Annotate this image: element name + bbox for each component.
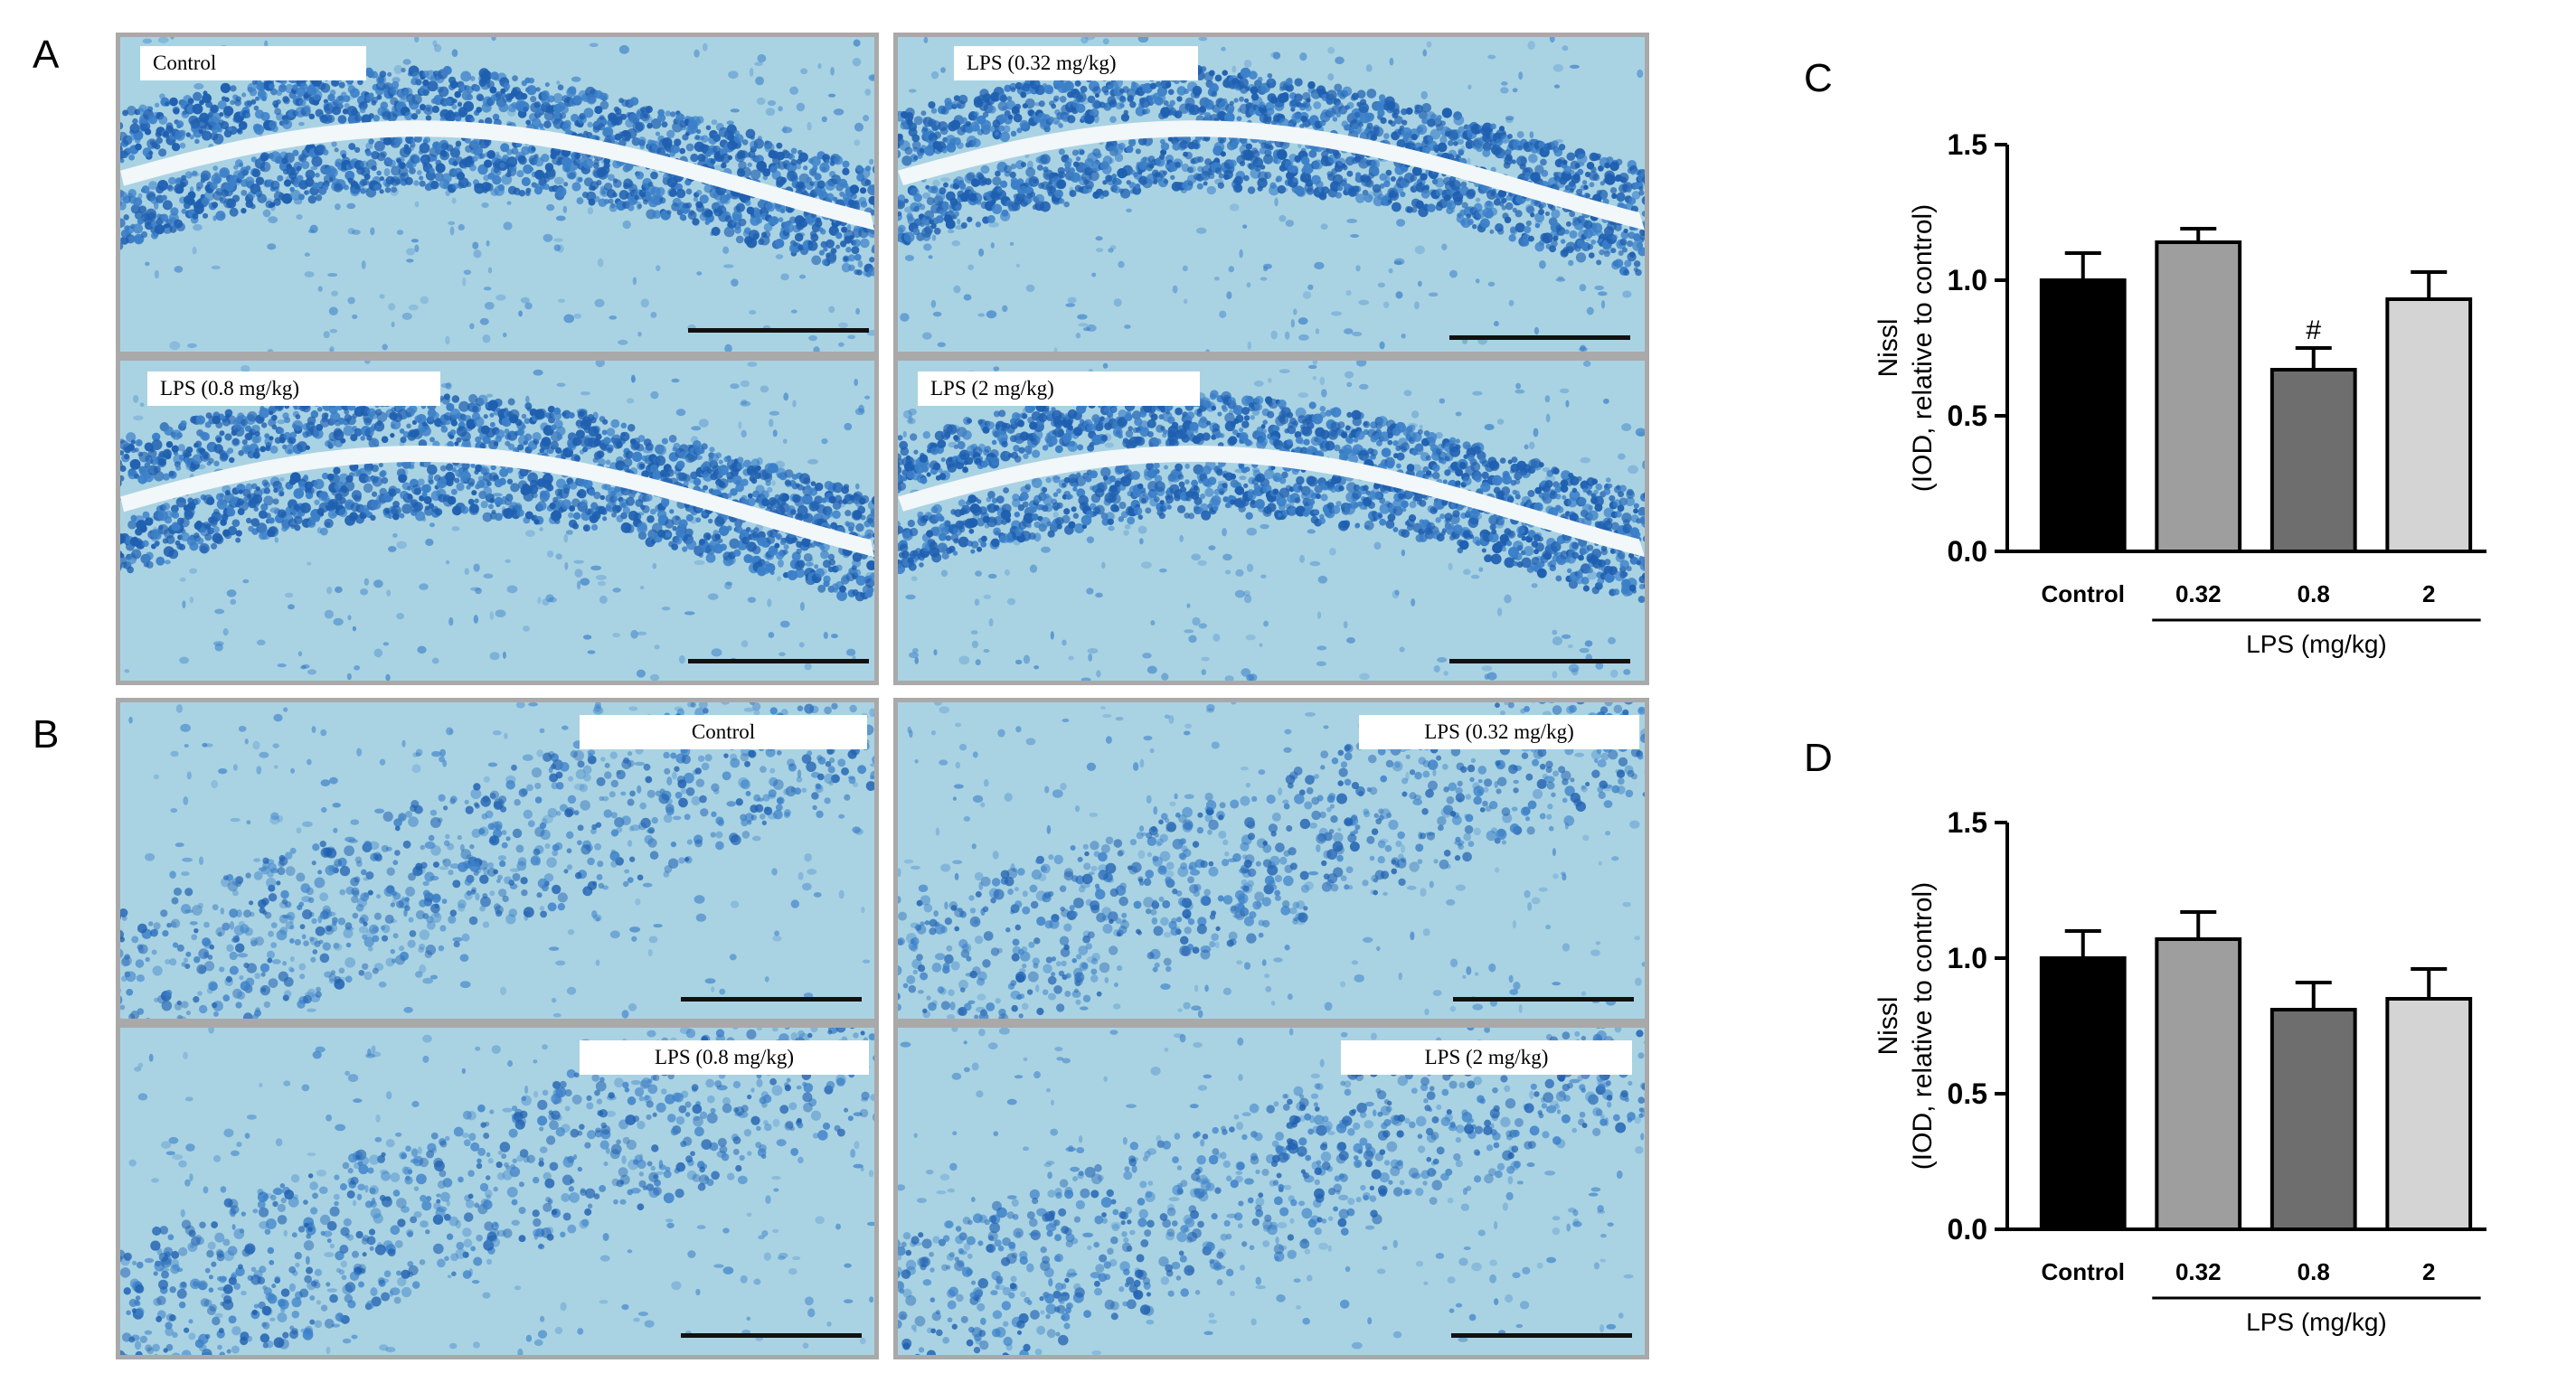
tissue-image [898,361,1645,681]
tissue-image [120,1028,874,1355]
bar-0 [2039,278,2127,553]
panel-letter-d: D [1804,736,1833,780]
significance-mark: # [2306,315,2321,345]
tissue-image [120,37,874,352]
bar-3 [2385,997,2473,1231]
scale-bar [1453,997,1634,1002]
scale-bar [1449,659,1630,663]
y-axis-label-line2: (IOD, relative to control) [1908,882,1938,1170]
bar-1 [2155,937,2242,1231]
image-label: Control [580,715,867,749]
bar-0 [2039,956,2127,1231]
category-label-3: 2 [2422,1258,2435,1285]
tissue-image [120,702,874,1019]
micrograph-a-lps-08: LPS (0.8 mg/kg) [116,356,879,685]
micrograph-a-control: Control [116,33,879,356]
scale-bar [681,1333,862,1338]
y-tick-label: 1.0 [1948,264,1987,296]
micrograph-b-lps-032: LPS (0.32 mg/kg) [893,698,1649,1023]
chart-d-svg: Nissl (IOD, relative to control) 0.0 0.5 1.0… [1873,806,2486,1336]
chart-c-svg: Nissl (IOD, relative to control) 0.0 0.5 1.0… [1873,128,2486,658]
scale-bar [688,659,869,663]
category-label-0: Control [2042,1258,2125,1285]
category-label-2: 0.8 [2298,580,2330,607]
group-label: LPS (mg/kg) [2246,630,2387,658]
bar-chart-d: Nissl (IOD, relative to control) 0.0 0.5 1.0… [1863,804,2514,1365]
image-label: LPS (0.8 mg/kg) [580,1040,869,1075]
image-label: LPS (0.8 mg/kg) [147,372,440,406]
image-label: Control [140,46,366,80]
y-tick-label: 0.5 [1948,400,1987,432]
panel-letter-c: C [1804,56,1833,100]
category-label-1: 0.32 [2175,580,2222,607]
scale-bar [1449,335,1630,340]
category-label-0: Control [2042,580,2125,607]
panel-letter-a: A [33,33,60,77]
group-label: LPS (mg/kg) [2246,1308,2387,1336]
tissue-image [898,702,1645,1019]
image-label: LPS (0.32 mg/kg) [954,46,1198,80]
image-label: LPS (0.32 mg/kg) [1359,715,1639,749]
tissue-image [898,37,1645,352]
category-label-2: 0.8 [2298,1258,2330,1285]
y-axis-label: Nissl [1873,319,1903,378]
micrograph-b-lps-08: LPS (0.8 mg/kg) [116,1023,879,1359]
category-label-3: 2 [2422,580,2435,607]
y-axis-label-line2: (IOD, relative to control) [1908,204,1938,492]
tissue-image [898,1028,1645,1355]
y-tick-label: 0.5 [1948,1077,1987,1110]
bar-2 [2269,1008,2357,1231]
scale-bar [688,328,869,333]
scale-bar [1451,1333,1632,1338]
panel-letter-b: B [33,712,60,757]
bar-1 [2155,240,2242,553]
bar-2 [2269,368,2357,553]
y-tick-label: 0.0 [1948,535,1987,568]
image-label: LPS (2 mg/kg) [1341,1040,1632,1075]
scale-bar [681,997,862,1002]
micrograph-b-control: Control [116,698,879,1023]
image-label: LPS (2 mg/kg) [918,372,1200,406]
y-tick-label: 1.0 [1948,942,1987,974]
y-axis-label: Nissl [1873,997,1903,1056]
bar-3 [2385,297,2473,553]
bar-chart-c: Nissl (IOD, relative to control) 0.0 0.5 1.0… [1863,127,2514,687]
micrograph-a-lps-2: LPS (2 mg/kg) [893,356,1649,685]
micrograph-a-lps-032: LPS (0.32 mg/kg) [893,33,1649,356]
micrograph-b-lps-2: LPS (2 mg/kg) [893,1023,1649,1359]
y-tick-label: 1.5 [1948,806,1987,839]
category-label-1: 0.32 [2175,1258,2222,1285]
y-tick-label: 1.5 [1948,128,1987,161]
tissue-image [120,361,874,681]
y-tick-label: 0.0 [1948,1213,1987,1246]
